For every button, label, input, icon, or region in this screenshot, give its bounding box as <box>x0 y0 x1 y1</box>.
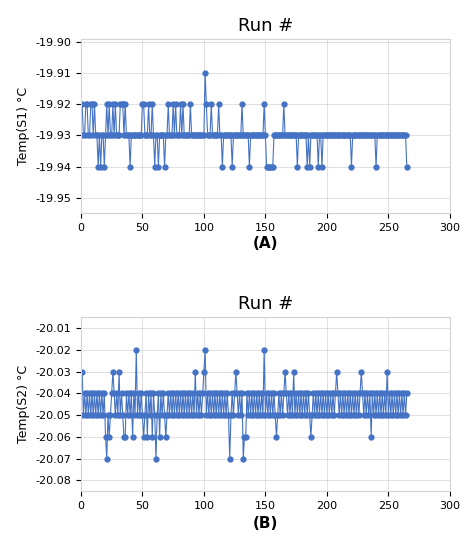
Text: (B): (B) <box>252 516 278 531</box>
Y-axis label: Temp(S1) °C: Temp(S1) °C <box>17 87 30 165</box>
Y-axis label: Temp(S2) °C: Temp(S2) °C <box>17 365 30 443</box>
Title: Run #: Run # <box>237 16 292 35</box>
Title: Run #: Run # <box>237 295 292 313</box>
Text: (A): (A) <box>252 236 278 251</box>
